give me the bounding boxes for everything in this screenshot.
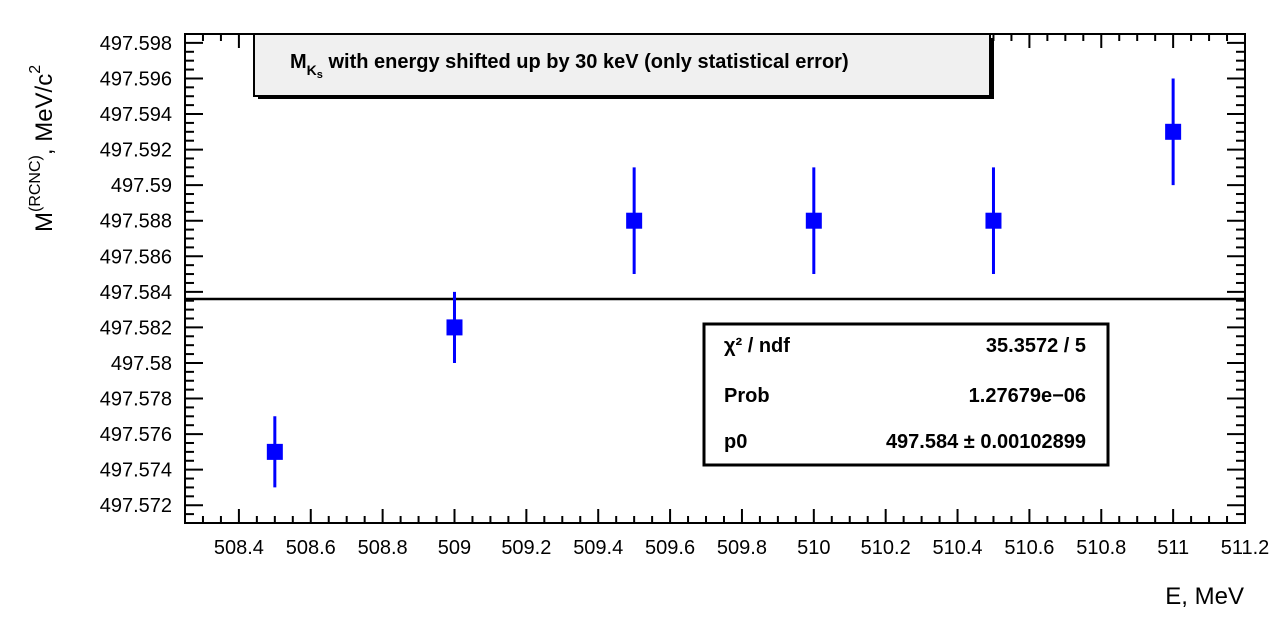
x-tick-label: 510 <box>797 537 830 559</box>
data-point <box>985 212 1002 229</box>
x-tick-label: 511.2 <box>1221 537 1270 559</box>
y-tick-label: 497.588 <box>100 211 172 233</box>
y-tick-label: 497.572 <box>100 495 172 517</box>
x-tick-label: 509.6 <box>645 537 695 559</box>
stats-label-p0: p0 <box>724 431 747 453</box>
y-tick-label: 497.582 <box>100 317 172 339</box>
y-tick-label: 497.586 <box>100 246 172 268</box>
x-tick-label: 510.8 <box>1076 537 1126 559</box>
y-tick-label: 497.598 <box>100 33 172 55</box>
x-axis-title: E, MeV <box>1165 583 1244 610</box>
data-point <box>266 443 283 460</box>
data-point <box>805 212 822 229</box>
stats-value-p0: 497.584 ± 0.00102899 <box>886 431 1086 453</box>
x-tick-label: 509.2 <box>501 537 551 559</box>
x-tick-label: 509.4 <box>573 537 623 559</box>
y-tick-label: 497.596 <box>100 68 172 90</box>
x-tick-label: 511 <box>1157 537 1189 559</box>
x-tick-label: 509.8 <box>717 537 767 559</box>
y-tick-label: 497.592 <box>100 140 172 162</box>
y-tick-label: 497.576 <box>100 424 172 446</box>
data-point <box>626 212 643 229</box>
y-tick-label: 497.594 <box>100 104 172 126</box>
data-points <box>266 78 1182 488</box>
data-point <box>446 319 463 336</box>
stats-value-prob: 1.27679e−06 <box>969 385 1086 407</box>
y-tick-label: 497.584 <box>100 282 172 304</box>
stats-label-prob: Prob <box>724 385 770 407</box>
title-box-frame <box>253 33 991 97</box>
stats-value-chi2: 35.3572 / 5 <box>986 335 1086 357</box>
x-tick-label: 509 <box>438 537 471 559</box>
x-tick-label: 510.6 <box>1004 537 1054 559</box>
x-tick-label: 508.6 <box>286 537 336 559</box>
x-tick-label: 508.4 <box>214 537 264 559</box>
stats-label-chi2: χ² / ndf <box>724 335 790 357</box>
y-tick-label: 497.578 <box>100 389 172 411</box>
data-point <box>1165 123 1182 140</box>
x-tick-label: 510.4 <box>933 537 983 559</box>
stats-box: χ² / ndf 35.3572 / 5 Prob 1.27679e−06 p0… <box>702 322 1110 467</box>
axis-tick-labels: 508.4 508.6 508.8 509 509.2 509.4 509.6 509.8 51… <box>100 33 1270 559</box>
title-box: MKs with energy shifted up by 30 keV (on… <box>253 33 994 99</box>
stats-box-frame <box>702 322 1110 467</box>
x-tick-label: 510.2 <box>861 537 911 559</box>
title-box-shadow-right <box>990 38 994 98</box>
title-box-shadow-bottom <box>258 96 994 99</box>
y-tick-label: 497.58 <box>111 353 172 375</box>
y-tick-label: 497.574 <box>100 460 172 482</box>
chart-title: MKs with energy shifted up by 30 keV (on… <box>290 51 849 81</box>
y-axis-title: M(RCNC), MeV/c2 <box>27 65 58 232</box>
x-tick-label: 508.8 <box>358 537 408 559</box>
y-tick-label: 497.59 <box>111 175 172 197</box>
